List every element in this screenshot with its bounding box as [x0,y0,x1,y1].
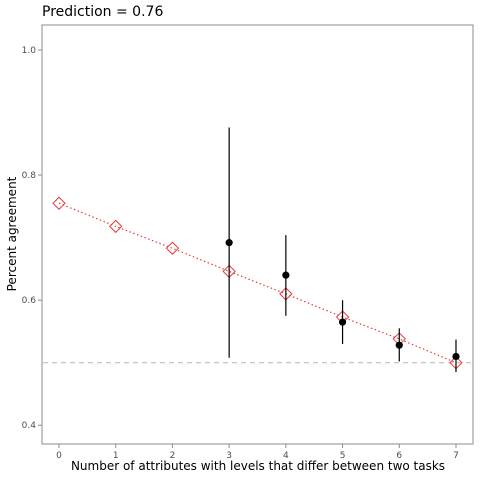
y-tick-label-2: 0.8 [22,171,37,181]
x-tick-label-4: 4 [283,451,289,461]
observed-series [225,127,460,373]
x-tick-label-2: 2 [170,451,176,461]
prediction-point-2 [165,241,180,255]
x-tick-label-5: 5 [340,451,346,461]
y-axis-title: Percent agreement [5,176,19,291]
axes: 0 1 2 3 4 5 6 7 0.4 0.6 0.8 1.0 [22,46,459,461]
x-tick-label-0: 0 [56,451,62,461]
x-axis-title: Number of attributes with levels that di… [71,459,445,473]
observed-point-2 [338,318,347,326]
chart-title: Prediction = 0.76 [42,4,163,20]
x-tick-label-6: 6 [396,451,402,461]
observed-point-4 [452,352,460,361]
prediction-point-0 [52,196,66,210]
x-tick-label-1: 1 [113,451,119,461]
y-tick-label-1: 0.6 [22,296,37,306]
y-tick-label-3: 1.0 [22,46,37,56]
x-tick-label-3: 3 [226,451,232,461]
x-tick-label-7: 7 [453,451,459,461]
observed-point-0 [225,239,233,247]
plot-panel [41,24,474,445]
prediction-line [58,202,457,364]
observed-point-3 [395,341,403,349]
observed-point-1 [282,271,290,279]
y-tick-label-0: 0.4 [22,421,37,431]
prediction-point-1 [109,219,123,234]
